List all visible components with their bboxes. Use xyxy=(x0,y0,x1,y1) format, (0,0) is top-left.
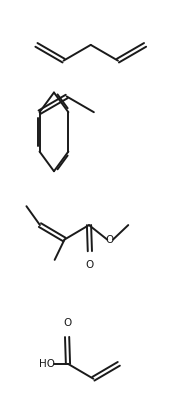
Text: O: O xyxy=(63,318,71,328)
Text: O: O xyxy=(86,260,94,270)
Text: HO: HO xyxy=(39,359,55,369)
Text: O: O xyxy=(106,235,114,244)
